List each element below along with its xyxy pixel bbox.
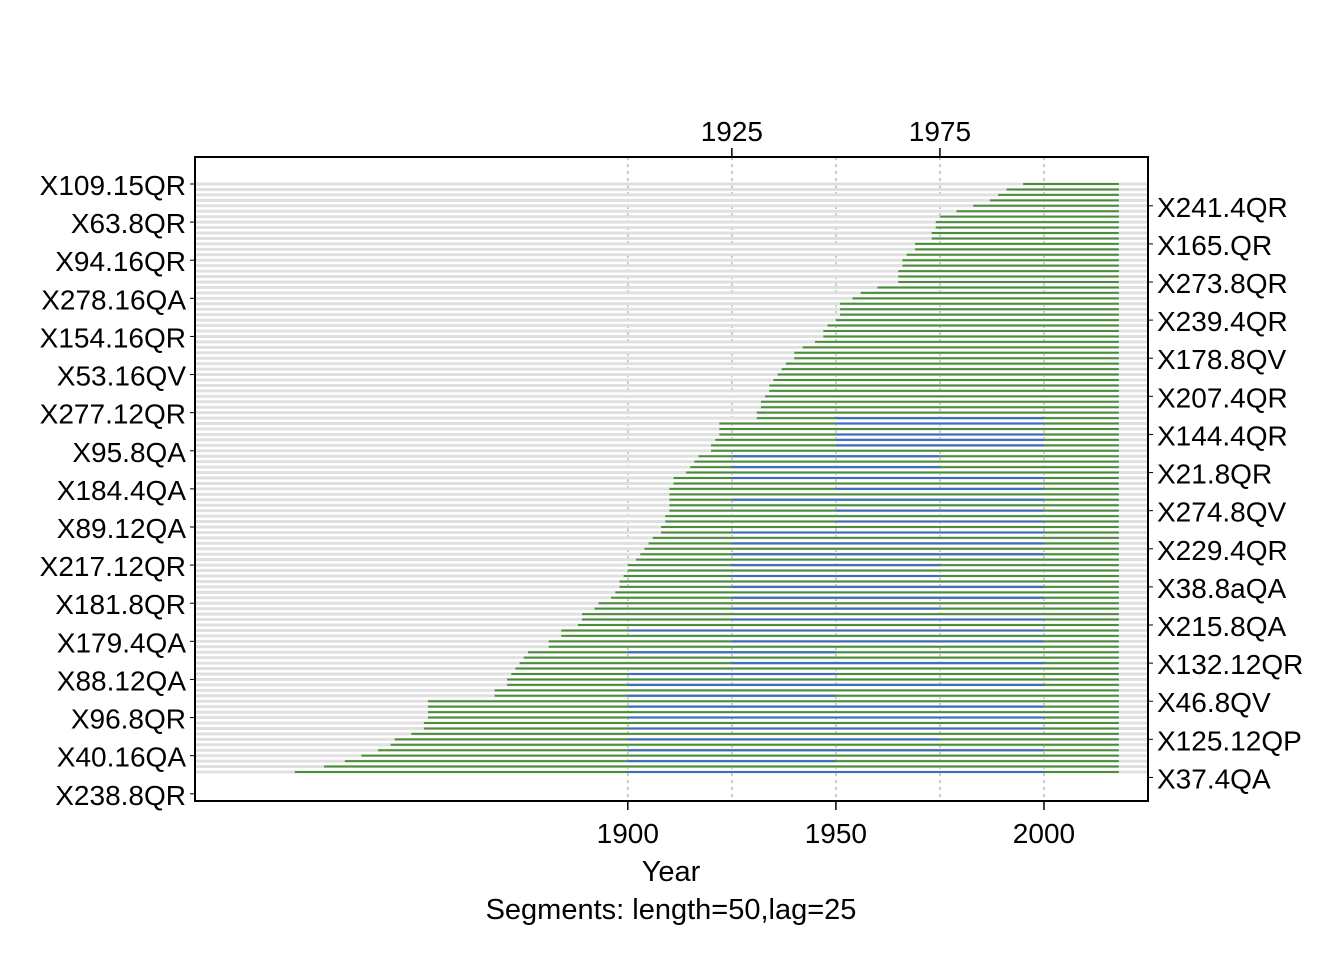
x-tick-label: 1900 bbox=[597, 818, 659, 849]
x-tick-label: 2000 bbox=[1013, 818, 1075, 849]
right-series-label: X241.4QR bbox=[1157, 192, 1288, 223]
left-series-labels: X109.15QR X63.8QR X94.16QR X278.16QA X154.16… bbox=[40, 170, 195, 811]
right-series-label: X21.8QR bbox=[1157, 459, 1272, 490]
top-tick-label: 1925 bbox=[701, 116, 763, 147]
bottom-axis: 1900 1950 2000 bbox=[597, 801, 1075, 849]
right-series-labels: X241.4QR X165.QR X273.8QR X239.4QR X178.8QV X… bbox=[1148, 192, 1303, 795]
right-series-label: X125.12QP bbox=[1157, 725, 1302, 756]
x-axis-title: Year bbox=[642, 856, 701, 888]
right-series-label: X273.8QR bbox=[1157, 268, 1288, 299]
left-series-label: X179.4QA bbox=[57, 627, 187, 658]
left-series-label: X94.16QR bbox=[55, 246, 186, 277]
right-series-label: X215.8QA bbox=[1157, 611, 1287, 642]
left-series-label: X278.16QA bbox=[41, 284, 186, 315]
right-series-label: X207.4QR bbox=[1157, 382, 1288, 413]
left-series-label: X95.8QA bbox=[72, 437, 186, 468]
right-series-label: X38.8aQA bbox=[1157, 573, 1287, 604]
right-series-label: X229.4QR bbox=[1157, 535, 1288, 566]
left-series-label: X238.8QR bbox=[55, 780, 186, 811]
left-series-label: X217.12QR bbox=[40, 551, 186, 582]
left-series-label: X277.12QR bbox=[40, 399, 186, 430]
left-series-label: X89.12QA bbox=[57, 513, 187, 544]
left-series-label: X88.12QA bbox=[57, 665, 187, 696]
right-series-label: X165.QR bbox=[1157, 230, 1272, 261]
segments-caption: Segments: length=50,lag=25 bbox=[486, 894, 857, 926]
right-series-label: X274.8QV bbox=[1157, 497, 1287, 528]
right-series-label: X239.4QR bbox=[1157, 306, 1288, 337]
right-series-label: X178.8QV bbox=[1157, 344, 1287, 375]
left-series-label: X53.16QV bbox=[57, 361, 187, 392]
left-series-label: X184.4QA bbox=[57, 475, 187, 506]
right-series-label: X144.4QR bbox=[1157, 420, 1288, 451]
x-tick-label: 1950 bbox=[805, 818, 867, 849]
left-series-label: X96.8QR bbox=[71, 704, 186, 735]
left-series-label: X154.16QR bbox=[40, 322, 186, 353]
series-segments bbox=[196, 184, 1147, 772]
top-tick-label: 1975 bbox=[909, 116, 971, 147]
right-series-label: X132.12QR bbox=[1157, 649, 1303, 680]
right-series-label: X37.4QA bbox=[1157, 763, 1271, 794]
left-series-label: X181.8QR bbox=[55, 589, 186, 620]
right-series-label: X46.8QV bbox=[1157, 687, 1271, 718]
left-series-label: X40.16QA bbox=[57, 742, 187, 773]
left-series-label: X109.15QR bbox=[40, 170, 186, 201]
left-series-label: X63.8QR bbox=[71, 208, 186, 239]
top-axis: 1925 1975 bbox=[701, 116, 971, 157]
